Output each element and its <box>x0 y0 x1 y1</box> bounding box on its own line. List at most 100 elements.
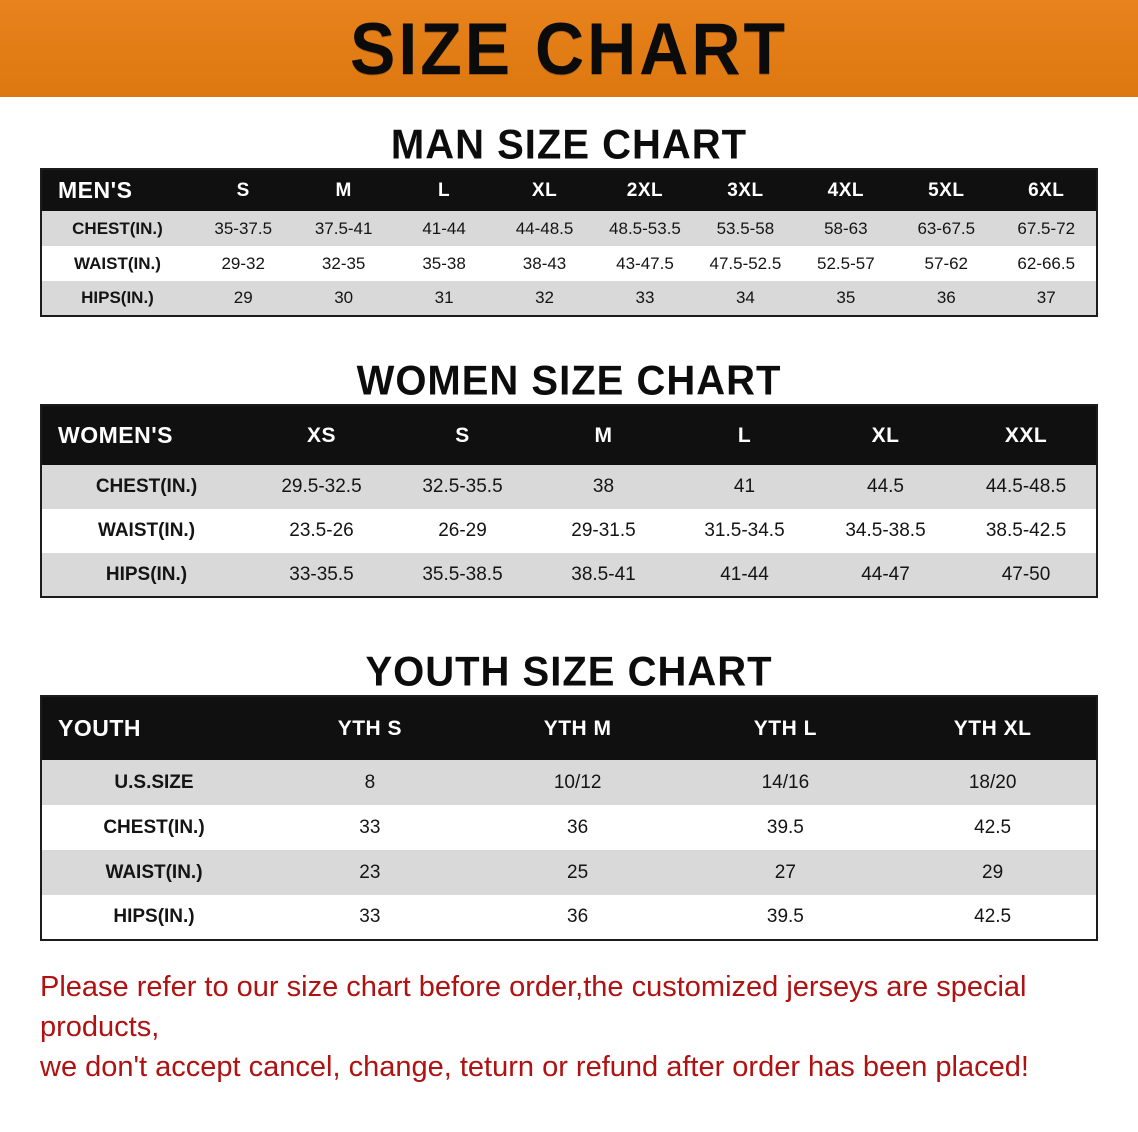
size-value-cell: 44.5 <box>867 476 904 497</box>
row-label: HIPS(IN.) <box>113 906 195 927</box>
banner: SIZE CHART <box>0 0 1138 97</box>
size-value-cell: 37.5-41 <box>314 218 373 238</box>
size-column-header: L <box>393 169 495 211</box>
footer-disclaimer-line-1: Please refer to our size chart before or… <box>40 971 1027 1043</box>
size-value-cell: 31.5-34.5 <box>704 520 785 541</box>
man-size-chart-heading: MAN SIZE CHART <box>390 121 748 169</box>
size-column-header: 5XL <box>896 169 997 211</box>
size-value-cell: 42.5 <box>974 816 1012 838</box>
size-value-cell: 36 <box>567 816 589 838</box>
size-value-cell: 38-43 <box>522 253 567 273</box>
footer-disclaimer-line-2: we don't accept cancel, change, teturn o… <box>40 1051 1029 1083</box>
table-row: CHEST(IN.) 29.5-32.5 32.5-35.5 38 41 44.5 44.5… <box>41 465 1097 509</box>
size-column-header: XL <box>494 169 595 211</box>
size-value-cell: 67.5-72 <box>1017 218 1076 238</box>
size-value-cell: 42.5 <box>974 906 1012 927</box>
size-value-cell: 44.5-48.5 <box>985 476 1067 497</box>
size-value-cell: 29 <box>233 288 253 307</box>
size-value-cell: 36 <box>567 906 589 927</box>
size-value-cell: 63-67.5 <box>917 218 976 238</box>
size-value-cell: 53.5-58 <box>716 218 775 238</box>
size-value-cell: 38.5-41 <box>571 563 636 585</box>
row-label: CHEST(IN.) <box>72 218 163 238</box>
youth-size-table: YOUTH YTH S YTH M YTH L YTH XL U.S.SIZE 8 10/12… <box>40 695 1098 941</box>
men-size-table: MEN'S S M L XL 2XL 3XL 4XL 5XL 6XL CHEST(IN.) 35-37… <box>40 168 1098 317</box>
row-label: HIPS(IN.) <box>105 563 188 585</box>
size-value-cell: 30 <box>334 288 354 307</box>
size-value-cell: 37 <box>1036 288 1056 307</box>
row-label: CHEST(IN.) <box>103 816 205 838</box>
size-value-cell: 52.5-57 <box>817 253 875 273</box>
size-value-cell: 41 <box>733 476 756 497</box>
size-value-cell: 38 <box>592 476 615 497</box>
size-value-cell: 35.5-38.5 <box>422 563 503 585</box>
table-row: WAIST(IN.) 23.5-26 26-29 29-31.5 31.5-34.5 34… <box>41 509 1097 553</box>
size-value-cell: 29.5-32.5 <box>281 476 362 497</box>
size-value-cell: 32-35 <box>321 253 366 273</box>
size-column-header: 4XL <box>795 169 897 211</box>
size-value-cell: 29-32 <box>221 253 265 273</box>
size-value-cell: 29-31.5 <box>571 520 636 541</box>
size-value-cell: 32 <box>535 288 554 307</box>
size-column-header: 3XL <box>695 169 796 211</box>
size-column-header: 2XL <box>594 169 696 211</box>
table-row: HIPS(IN.) 33 36 39.5 42.5 <box>41 895 1097 940</box>
size-value-cell: 33 <box>635 288 655 307</box>
size-column-header: XXL <box>956 405 1097 465</box>
size-value-cell: 39.5 <box>766 906 804 927</box>
size-value-cell: 47-50 <box>1001 563 1051 585</box>
size-value-cell: 36 <box>936 288 956 307</box>
table-row: CHEST(IN.) 35-37.5 37.5-41 41-44 44-48.5 48.5… <box>41 211 1097 246</box>
size-value-cell: 14/16 <box>761 771 810 793</box>
size-column-header: M <box>533 405 674 465</box>
table-header-row: WOMEN'S XS S M L XL XXL <box>41 405 1097 465</box>
row-label: WAIST(IN.) <box>74 253 161 273</box>
table-corner-label: MEN'S <box>41 169 193 211</box>
row-label: HIPS(IN.) <box>81 288 154 307</box>
women-size-chart-heading: WOMEN SIZE CHART <box>356 357 782 405</box>
table-row: WAIST(IN.) 29-32 32-35 35-38 38-43 43-47.5 47.… <box>41 246 1097 281</box>
size-value-cell: 8 <box>364 771 376 793</box>
table-row: HIPS(IN.) 29 30 31 32 33 34 35 36 37 <box>41 281 1097 316</box>
size-column-header: YTH S <box>266 696 474 760</box>
size-value-cell: 38.5-42.5 <box>985 520 1067 541</box>
table-row: WAIST(IN.) 23 25 27 29 <box>41 850 1097 895</box>
size-column-header: L <box>674 405 815 465</box>
size-value-cell: 43-47.5 <box>616 253 674 273</box>
size-value-cell: 62-66.5 <box>1017 253 1076 273</box>
size-value-cell: 26-29 <box>438 520 487 541</box>
youth-size-chart-heading: YOUTH SIZE CHART <box>365 648 773 696</box>
size-value-cell: 25 <box>567 861 589 883</box>
size-value-cell: 35 <box>836 288 856 307</box>
size-value-cell: 57-62 <box>924 253 969 273</box>
size-value-cell: 31 <box>434 288 454 307</box>
size-value-cell: 58-63 <box>824 218 868 238</box>
row-label: CHEST(IN.) <box>95 476 198 497</box>
table-corner-label: YOUTH <box>41 696 266 760</box>
size-value-cell: 27 <box>774 861 796 883</box>
table-row: U.S.SIZE 8 10/12 14/16 18/20 <box>41 760 1097 805</box>
size-value-cell: 47.5-52.5 <box>709 253 782 273</box>
size-value-cell: 34.5-38.5 <box>845 520 926 541</box>
table-header-row: YOUTH YTH S YTH M YTH L YTH XL <box>41 696 1097 760</box>
size-value-cell: 34 <box>735 288 755 307</box>
size-value-cell: 33 <box>359 906 381 927</box>
size-column-header: YTH XL <box>889 696 1097 760</box>
size-value-cell: 33-35.5 <box>289 563 354 585</box>
size-column-header: YTH M <box>473 696 682 760</box>
table-row: HIPS(IN.) 33-35.5 35.5-38.5 38.5-41 41-44 44-… <box>41 553 1097 597</box>
size-column-header: M <box>293 169 394 211</box>
footer-disclaimer: Please refer to our size chart before or… <box>40 967 1110 1087</box>
size-value-cell: 41-44 <box>720 563 769 585</box>
size-value-cell: 44-47 <box>861 563 910 585</box>
women-size-table: WOMEN'S XS S M L XL XXL CHEST(IN.) 29.5-32.5 32.5… <box>40 404 1098 598</box>
size-value-cell: 33 <box>359 816 381 838</box>
size-value-cell: 23 <box>359 861 381 883</box>
size-value-cell: 10/12 <box>553 771 602 793</box>
table-row: CHEST(IN.) 33 36 39.5 42.5 <box>41 805 1097 850</box>
row-label: WAIST(IN.) <box>105 861 203 883</box>
size-value-cell: 29 <box>982 861 1004 883</box>
size-column-header: 6XL <box>996 169 1097 211</box>
size-value-cell: 48.5-53.5 <box>609 218 681 238</box>
